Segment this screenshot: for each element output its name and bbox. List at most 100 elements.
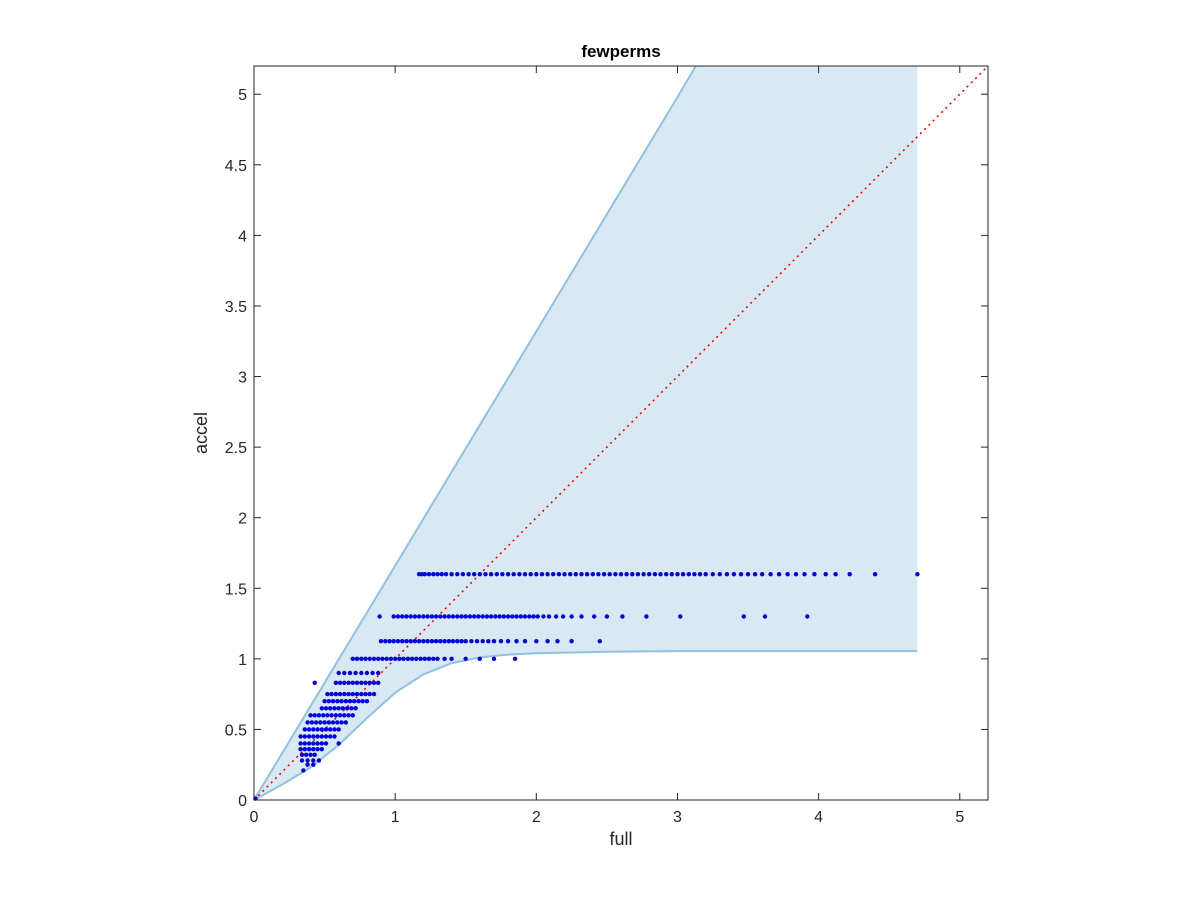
data-point — [332, 706, 337, 711]
y-tick-label: 0 — [238, 793, 247, 810]
data-point — [371, 680, 377, 685]
data-point — [442, 614, 447, 619]
data-point — [592, 614, 597, 619]
data-point — [330, 699, 336, 704]
data-point — [528, 572, 533, 577]
data-point — [376, 680, 381, 685]
data-point — [752, 572, 758, 577]
data-point — [299, 758, 305, 763]
data-point — [345, 706, 350, 711]
data-point — [298, 747, 303, 752]
data-point — [316, 758, 322, 763]
data-point — [438, 614, 443, 619]
data-point — [562, 572, 567, 577]
data-point — [717, 572, 722, 577]
data-point — [579, 572, 584, 577]
data-point — [442, 656, 447, 661]
data-point — [404, 639, 409, 644]
data-point — [364, 670, 370, 676]
data-point — [450, 614, 456, 619]
data-point — [426, 656, 432, 661]
data-point — [302, 741, 307, 746]
data-point — [343, 699, 348, 704]
data-point — [337, 680, 343, 685]
data-point — [472, 572, 477, 577]
x-axis-label: full — [609, 829, 632, 849]
data-point — [371, 691, 377, 697]
data-point — [315, 734, 320, 739]
data-point — [306, 734, 312, 739]
data-point — [311, 734, 316, 739]
data-point — [501, 614, 506, 619]
data-point — [339, 699, 344, 704]
data-point — [323, 727, 329, 732]
data-point — [353, 706, 358, 711]
data-point — [313, 720, 319, 725]
data-point — [421, 614, 426, 619]
data-point — [304, 752, 309, 757]
data-point — [731, 572, 737, 577]
data-point — [321, 713, 326, 718]
data-point — [363, 656, 368, 661]
data-point — [710, 572, 715, 577]
data-point — [329, 713, 334, 718]
data-point — [510, 614, 515, 619]
data-point — [383, 639, 388, 644]
data-point — [336, 706, 341, 711]
data-point — [425, 614, 430, 619]
data-point — [306, 727, 312, 732]
data-point — [335, 720, 340, 725]
data-point — [298, 734, 303, 739]
data-point — [741, 614, 746, 619]
data-point — [517, 572, 522, 577]
data-point — [332, 727, 337, 732]
data-point — [416, 639, 422, 644]
data-point — [391, 614, 396, 619]
data-point — [391, 639, 396, 644]
y-tick-label: 4 — [238, 228, 247, 245]
data-point — [512, 656, 518, 661]
data-point — [330, 720, 336, 725]
data-point — [319, 734, 324, 739]
data-point — [762, 614, 768, 619]
data-point — [435, 656, 440, 661]
data-point — [371, 656, 377, 661]
data-point — [353, 670, 358, 676]
data-point — [579, 614, 584, 619]
y-tick-label: 3 — [238, 370, 247, 387]
data-point — [793, 572, 799, 577]
data-point — [401, 656, 406, 661]
data-point — [607, 572, 612, 577]
data-point — [335, 699, 340, 704]
data-point — [346, 691, 351, 697]
data-point — [553, 614, 559, 619]
x-tick-label: 4 — [814, 809, 823, 826]
data-point — [309, 720, 315, 725]
data-point — [388, 656, 394, 661]
data-point — [346, 680, 351, 685]
data-point — [305, 762, 310, 767]
data-point — [568, 572, 573, 577]
data-point — [397, 656, 402, 661]
data-point — [480, 639, 485, 644]
data-point — [486, 639, 491, 644]
data-point — [377, 614, 382, 619]
data-point — [418, 656, 423, 661]
data-point — [378, 639, 384, 644]
data-point — [466, 572, 471, 577]
data-point — [546, 614, 552, 619]
data-point — [315, 727, 320, 732]
data-point — [376, 656, 381, 661]
data-point — [686, 572, 691, 577]
data-point — [556, 572, 562, 577]
data-point — [463, 656, 468, 661]
data-point — [332, 734, 337, 739]
data-point — [329, 691, 334, 697]
data-point — [352, 699, 357, 704]
band-upper-edge — [253, 65, 697, 801]
data-point — [429, 614, 435, 619]
data-point — [354, 691, 360, 697]
data-point — [438, 639, 443, 644]
y-tick-label: 2.5 — [225, 440, 247, 457]
data-point — [675, 572, 680, 577]
